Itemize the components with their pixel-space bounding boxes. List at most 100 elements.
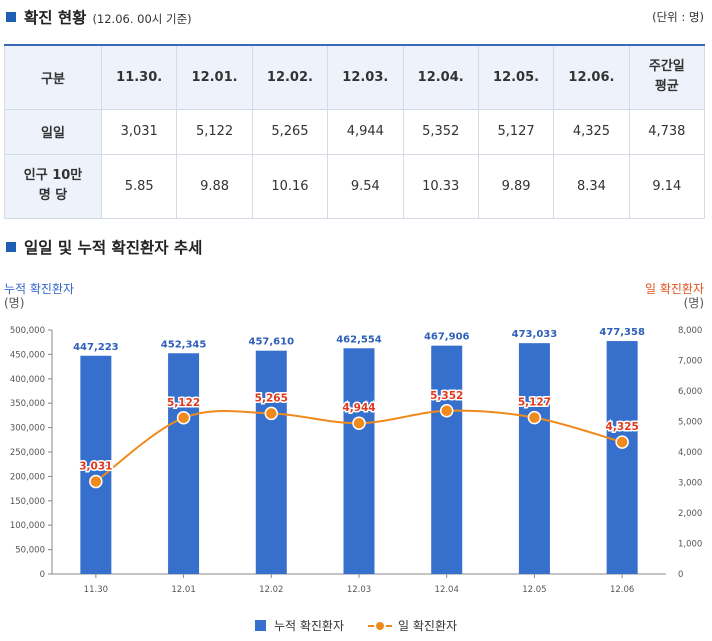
bar-value-label: 447,223 [73,342,119,353]
right-axis-tick-label: 7,000 [678,357,702,367]
table-row: 인구 10만 명 당 5.85 9.88 10.16 9.54 10.33 9.… [4,153,706,219]
unit-label: (단위 : 명) [652,10,704,24]
right-axis-unit: (명) [683,296,704,310]
header-cell: 구분 [4,44,102,110]
right-axis-tick-label: 5,000 [678,418,702,428]
bar-value-label: 473,033 [512,329,558,340]
x-axis-tick-label: 12.04 [435,585,459,595]
section-confirmed-status-header: 확진 현황 (12.06. 00시 기준) [6,6,192,28]
table-row: 일일 3,031 5,122 5,265 4,944 5,352 5,127 4… [4,108,706,155]
table-cell: 5,127 [477,108,555,155]
table-cell: 8.34 [553,153,630,219]
table-cell: 4,325 [553,108,630,155]
square-bullet-icon [6,12,16,22]
left-axis-tick-label: 200,000 [10,472,45,482]
table-cell: 4,944 [327,108,404,155]
bar-cumulative [518,343,550,574]
right-axis-tick-label: 4,000 [678,448,702,458]
legend-item-cumulative: 누적 확진환자 [254,617,345,634]
header-cell: 주간일 평균 [628,44,706,110]
line-point-daily [439,404,454,418]
right-axis-tick-label: 1,000 [678,540,702,550]
line-point-daily [176,411,191,425]
right-axis-tick-label: 6,000 [678,387,702,397]
x-axis-tick-label: 12.05 [522,585,546,595]
section-title: 확진 현황 [24,9,87,27]
header-cell: 11.30. [100,44,178,110]
square-bullet-icon [6,242,16,252]
right-axis-title: 일 확진환자 (명) [645,282,704,310]
bar-cumulative [255,350,287,574]
row-label: 인구 10만 명 당 [4,153,102,219]
table-cell: 5,352 [402,108,479,155]
bar-value-label: 457,610 [249,337,295,348]
line-value-label: 3,031 [79,461,112,473]
bar-cumulative [168,353,200,574]
line-value-label: 5,352 [430,390,463,402]
x-axis-tick-label: 12.03 [347,585,371,595]
left-axis-tick-label: 150,000 [10,497,45,507]
line-value-label: 4,325 [606,421,639,433]
x-axis-tick-label: 12.01 [171,585,195,595]
left-axis-tick-label: 300,000 [10,424,45,434]
row-label: 일일 [4,108,102,155]
right-axis-tick-label: 8,000 [678,326,702,336]
x-axis-tick-label: 12.02 [259,585,283,595]
table-cell: 9.14 [628,153,706,219]
left-axis-tick-label: 450,000 [10,350,45,360]
bar-value-label: 462,554 [336,334,382,345]
x-axis-tick-label: 12.06 [610,585,634,595]
left-axis-tick-label: 400,000 [10,375,45,385]
legend-label: 일 확진환자 [398,619,458,633]
x-axis-tick-label: 11.30 [84,585,108,595]
section-subtitle: (12.06. 00시 기준) [92,12,192,26]
right-axis-tick-label: 0 [678,570,683,580]
section-trend-header: 일일 및 누적 확진환자 추세 [6,236,202,258]
table-cell: 3,031 [100,108,178,155]
trend-chart: 누적 확진환자 (명) 일 확진환자 (명) 0 50,000 100,000 150… [0,270,712,641]
chart-plot: 0 50,000 100,000 150,000 200,000 250,000 300,0… [10,326,703,595]
line-value-label: 5,265 [255,392,288,404]
line-value-label: 4,944 [342,402,375,414]
left-axis-title: 누적 확진환자 (명) [4,282,74,310]
chart-legend: 누적 확진환자 일 확진환자 [0,617,712,634]
left-axis-tick-label: 50,000 [15,546,45,556]
line-point-daily [89,474,103,489]
left-axis-tick-label: 0 [40,570,45,580]
bar-cumulative [80,355,112,574]
header-cell: 12.01. [176,44,253,110]
section-title: 일일 및 누적 확진환자 추세 [24,239,203,257]
line-point-daily [527,410,542,425]
right-axis-tick-label: 2,000 [678,509,702,519]
left-axis-label: 누적 확진환자 [4,282,75,296]
bar-cumulative [343,348,375,574]
left-axis-tick-label: 350,000 [10,399,45,409]
table-cell: 10.16 [251,153,329,219]
bar-value-label: 467,906 [424,332,470,343]
table-cell: 9.54 [327,153,404,219]
line-point-daily [264,406,279,421]
bar-cumulative [606,341,638,574]
line-point-daily [352,416,366,430]
bar-value-label: 452,345 [161,339,207,350]
left-axis-tick-label: 100,000 [10,521,45,531]
left-axis-tick-label: 250,000 [10,448,45,458]
table-cell: 5,265 [251,108,329,155]
header-cell: 12.05. [477,44,555,110]
legend-line-swatch [368,621,393,631]
left-axis-unit: (명) [4,296,25,310]
header-cell: 12.04. [402,44,479,110]
table-cell: 10.33 [402,153,479,219]
legend-label: 누적 확진환자 [273,619,345,633]
table-header-row: 구분 11.30. 12.01. 12.02. 12.03. 12.04. 12… [4,44,706,110]
legend-bar-swatch [254,620,266,631]
line-value-label: 5,127 [518,397,551,409]
left-axis-tick-label: 500,000 [10,326,45,336]
table-cell: 4,738 [628,108,706,155]
confirmed-cases-table: 구분 11.30. 12.01. 12.02. 12.03. 12.04. 12… [4,44,706,219]
right-axis-tick-label: 3,000 [678,479,702,489]
header-cell: 12.02. [251,44,329,110]
bar-cumulative [431,345,463,574]
line-value-label: 5,122 [167,397,200,409]
table-cell: 9.88 [176,153,253,219]
